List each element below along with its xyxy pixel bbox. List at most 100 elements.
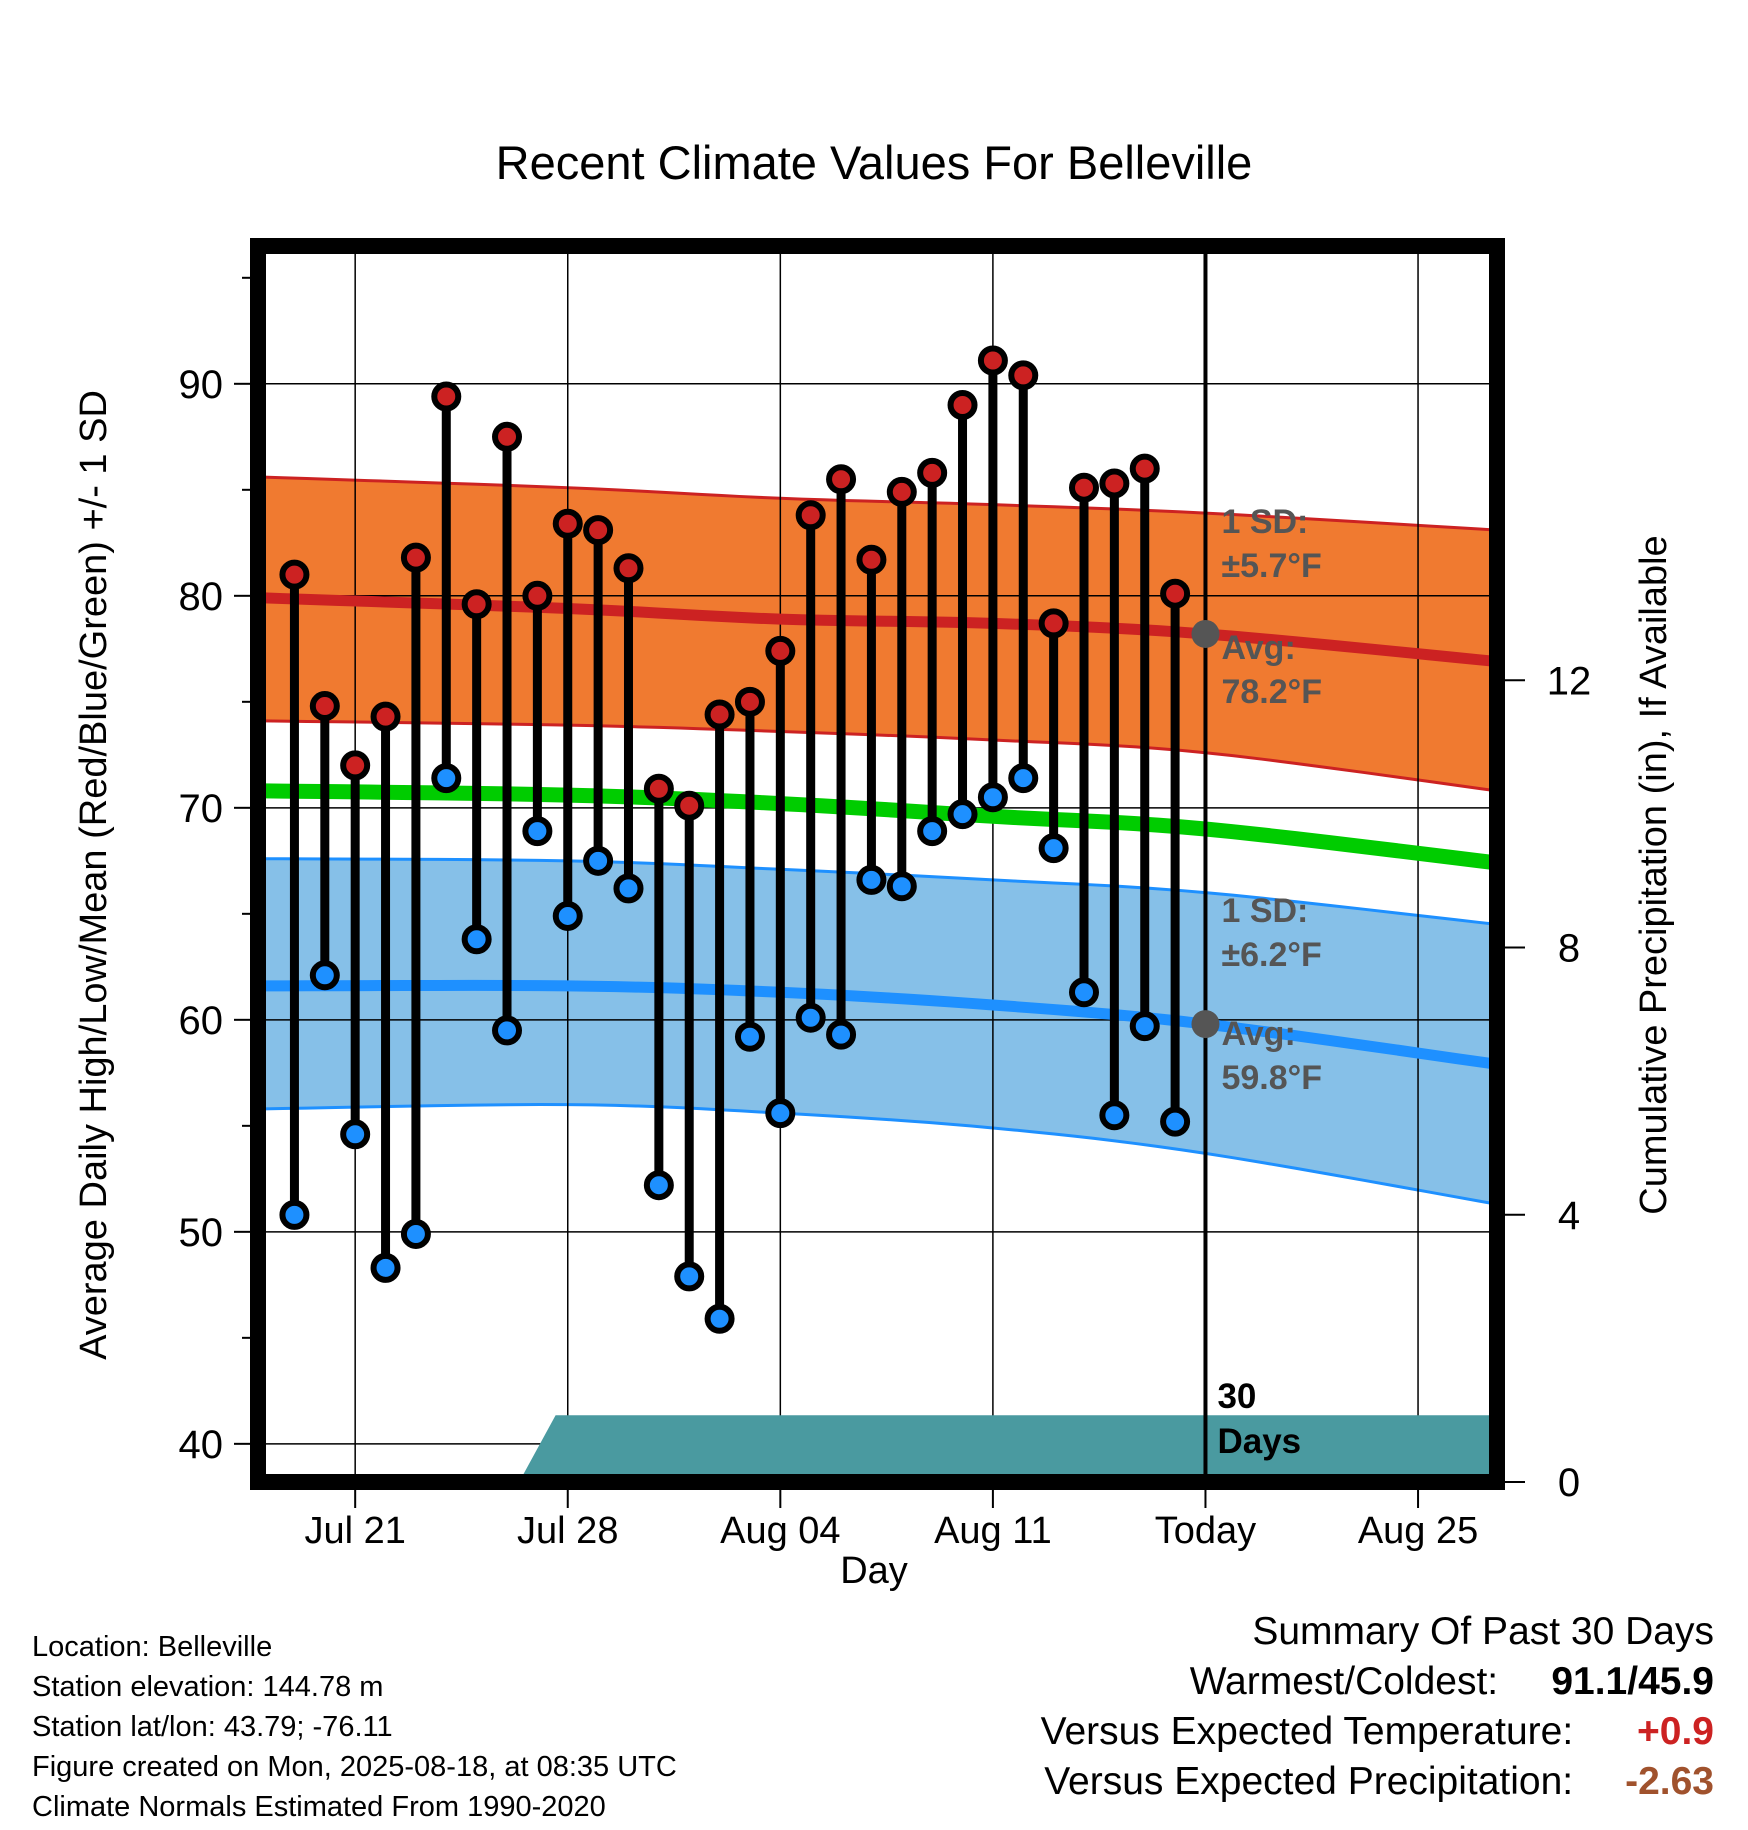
daily-high-point (1160, 578, 1191, 609)
precip-value: -2.63 (1625, 1760, 1714, 1803)
summary-panel: Summary Of Past 30 Days Warmest/Coldest:… (1041, 1610, 1714, 1810)
daily-low-point (613, 873, 644, 904)
y-tick-label: 40 (179, 1423, 224, 1467)
daily-low-point (1008, 763, 1039, 794)
daily-high-point (947, 390, 978, 421)
y2-axis-label: Cumulative Precipitation (in), If Availa… (1633, 535, 1675, 1214)
normals-text: Climate Normals Estimated From 1990-2020 (32, 1791, 606, 1823)
daily-low-point (583, 845, 614, 876)
daily-high-point (340, 750, 371, 781)
summary-temp: Versus Expected Temperature: +0.9 (1041, 1710, 1714, 1760)
daily-high-point (552, 508, 583, 539)
daily-low-point (977, 782, 1008, 813)
daily-high-point (886, 476, 917, 507)
daily-high-point (1008, 360, 1039, 391)
x-tick-label: Aug 11 (934, 1510, 1052, 1552)
daily-high-point (309, 691, 340, 722)
daily-low-point (917, 816, 948, 847)
daily-high-point (704, 699, 735, 730)
latlon-text: Station lat/lon: 43.79; -76.11 (32, 1711, 393, 1743)
daily-high-point (431, 381, 462, 412)
high-sd-lower (264, 719, 1497, 793)
temp-value: +0.9 (1637, 1710, 1714, 1753)
daily-low-point (947, 799, 978, 830)
temp-label: Versus Expected Temperature: (1040, 1710, 1574, 1753)
daily-high-point (1069, 472, 1099, 503)
high-sd-value: ±5.7°F (1221, 547, 1321, 585)
plot-area (258, 246, 1497, 1482)
daily-high-point (643, 773, 674, 804)
daily-high-point (370, 701, 401, 732)
daily-high-point (400, 542, 431, 573)
daily-low-point (795, 1002, 826, 1033)
x-axis-label: Day (840, 1550, 908, 1592)
normal-high-line (263, 592, 1497, 668)
daily-low-point (856, 864, 887, 895)
y-axis-label: Average Daily High/Low/Mean (Red/Blue/Gr… (73, 390, 115, 1360)
daily-low-point (765, 1098, 796, 1129)
days-label-text: Days (1217, 1422, 1301, 1461)
y-tick-label: 50 (179, 1211, 224, 1255)
high-sd-upper (264, 475, 1497, 532)
daily-low-point (400, 1218, 431, 1249)
low-avg-marker (1191, 1010, 1220, 1039)
daily-low-point (1069, 977, 1099, 1008)
daily-low-point (734, 1021, 765, 1052)
plot-frame (250, 238, 1505, 1490)
daily-low-point (1160, 1106, 1191, 1137)
summary-title: Summary Of Past 30 Days (1252, 1610, 1714, 1653)
low-avg-label: Avg: (1221, 1015, 1295, 1053)
low-sd-value: ±6.2°F (1221, 936, 1321, 974)
daily-low-point (279, 1199, 310, 1230)
high-band (264, 477, 1497, 791)
x-tick-label: Today (1155, 1510, 1256, 1552)
daily-low-point (674, 1261, 705, 1292)
daily-low-point (309, 960, 340, 991)
precip-area (264, 1415, 1497, 1482)
warm-cold-value: 91.1/45.9 (1551, 1660, 1714, 1703)
x-tick-label: Jul 28 (517, 1510, 618, 1552)
daily-high-point (1129, 453, 1160, 484)
station-info: Location: Belleville Station elevation: … (32, 1630, 677, 1830)
daily-low-point (826, 1019, 857, 1050)
high-avg-label: Avg: (1221, 629, 1295, 667)
elevation-text: Station elevation: 144.78 m (32, 1671, 384, 1703)
y-tick-label: 70 (179, 787, 224, 831)
daily-low-point (704, 1303, 735, 1334)
high-avg-value: 78.2°F (1221, 673, 1322, 711)
daily-high-point (461, 589, 492, 620)
low-avg-value: 59.8°F (1221, 1059, 1322, 1097)
daily-high-point (522, 580, 553, 611)
daily-high-point (977, 345, 1008, 376)
high-sd-label: 1 SD: (1221, 503, 1308, 541)
daily-low-point (1038, 833, 1069, 864)
y2-tick-label: 12 (1547, 659, 1592, 703)
daily-high-point (1099, 468, 1130, 499)
daily-high-point (492, 421, 523, 452)
daily-low-point (370, 1252, 401, 1283)
y-tick-label: 90 (179, 363, 224, 407)
y2-tick-label: 0 (1558, 1461, 1580, 1505)
daily-high-point (1038, 608, 1069, 639)
daily-low-point (643, 1170, 674, 1201)
daily-low-point (492, 1015, 523, 1046)
daily-high-point (734, 686, 765, 717)
warm-cold-label: Warmest/Coldest: (1189, 1660, 1499, 1703)
daily-high-point (765, 635, 796, 666)
daily-high-point (613, 553, 644, 584)
daily-high-point (279, 559, 310, 590)
days-label-number: 30 (1217, 1377, 1256, 1416)
location-text: Location: Belleville (32, 1631, 273, 1663)
daily-low-point (431, 763, 462, 794)
summary-warm-cold: Warmest/Coldest: 91.1/45.9 (1041, 1660, 1714, 1710)
normal-low-line (264, 979, 1497, 1070)
daily-low-point (522, 816, 553, 847)
daily-high-point (917, 457, 948, 488)
chart-title: Recent Climate Values For Belleville (496, 136, 1253, 189)
y-tick-label: 80 (179, 575, 224, 619)
low-band (264, 858, 1497, 1205)
daily-low-point (1099, 1100, 1130, 1131)
summary-precip: Versus Expected Precipitation: -2.63 (1041, 1760, 1714, 1810)
x-tick-label: Jul 21 (304, 1510, 405, 1552)
daily-low-point (461, 924, 492, 955)
